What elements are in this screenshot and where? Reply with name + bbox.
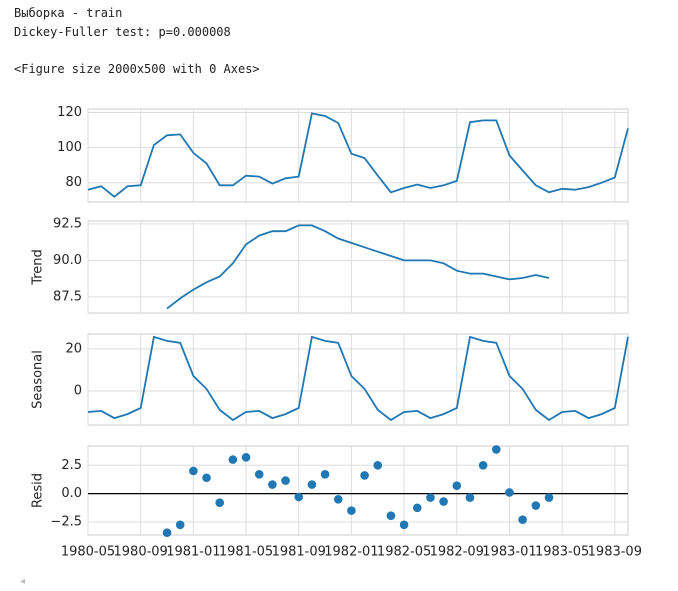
resid-point [347,506,356,515]
resid-point [399,520,409,530]
y-tick-label: 90.0 [53,253,82,268]
series-line [87,335,629,422]
y-tick-label: −2.5 [50,514,82,529]
series-line [87,112,629,198]
x-tick-label: 1981-09 [272,545,326,560]
x-tick-label: 1983-01 [482,545,536,560]
plot-area [87,333,629,426]
resid-point [531,501,541,510]
resid-point [465,493,475,502]
y-tick-label: 92.5 [53,216,82,231]
resid-point [518,515,527,524]
y-axis-label: Resid [31,473,46,508]
resid-point [254,470,264,479]
resid-point [544,493,554,502]
resid-point [175,520,185,530]
y-axis-label: Trend [31,249,46,286]
resid-point [268,480,277,489]
x-tick-label: 1983-05 [535,545,589,560]
x-tick-label: 1982-05 [377,545,431,560]
y-axis-label: Seasonal [31,350,46,409]
output-line: Dickey-Fuller test: p=0.000008 [14,25,231,39]
y-tick-label: 0.0 [61,486,82,501]
y-tick-label: 80 [65,175,82,190]
resid-point [228,455,238,464]
resid-point [320,470,330,479]
x-tick-label: 1980-05 [61,545,115,560]
resid-point [386,511,396,521]
resid-point [426,493,435,502]
y-tick-label: 87.5 [53,289,82,304]
y-tick-label: 120 [57,105,82,120]
resid-point [412,503,422,513]
x-tick-label: 1981-05 [219,545,273,560]
resid-point [294,492,304,502]
x-tick-label: 1980-09 [114,545,168,560]
resid-point [215,498,225,507]
resid-point [241,453,251,462]
resid-point [439,497,448,506]
output-line: <Figure size 2000x500 with 0 Axes> [14,62,260,76]
series-line [166,224,550,310]
resid-point [373,460,383,470]
resid-point [202,473,211,483]
resid-point [162,528,172,538]
resid-point [281,476,290,485]
x-tick-label: 1981-01 [166,545,220,560]
resid-point [307,480,317,489]
output-line: Выборка - train [14,6,123,20]
x-tick-label: 1982-01 [324,545,378,560]
plot-area [87,220,629,314]
y-tick-label: 2.5 [61,458,82,473]
resid-point [452,481,462,490]
plot-area [87,445,629,536]
resid-point [189,466,198,476]
resid-point [505,488,514,497]
resid-point [360,471,369,480]
y-tick-label: 100 [57,140,82,155]
x-tick-label: 1983-09 [588,545,642,560]
scroll-arrow[interactable]: ◂ [20,576,25,587]
resid-point [478,460,488,470]
resid-point [491,445,501,454]
y-tick-label: 20 [65,341,82,356]
y-tick-label: 0 [74,383,82,398]
resid-point [333,494,343,504]
x-tick-label: 1982-09 [430,545,484,560]
